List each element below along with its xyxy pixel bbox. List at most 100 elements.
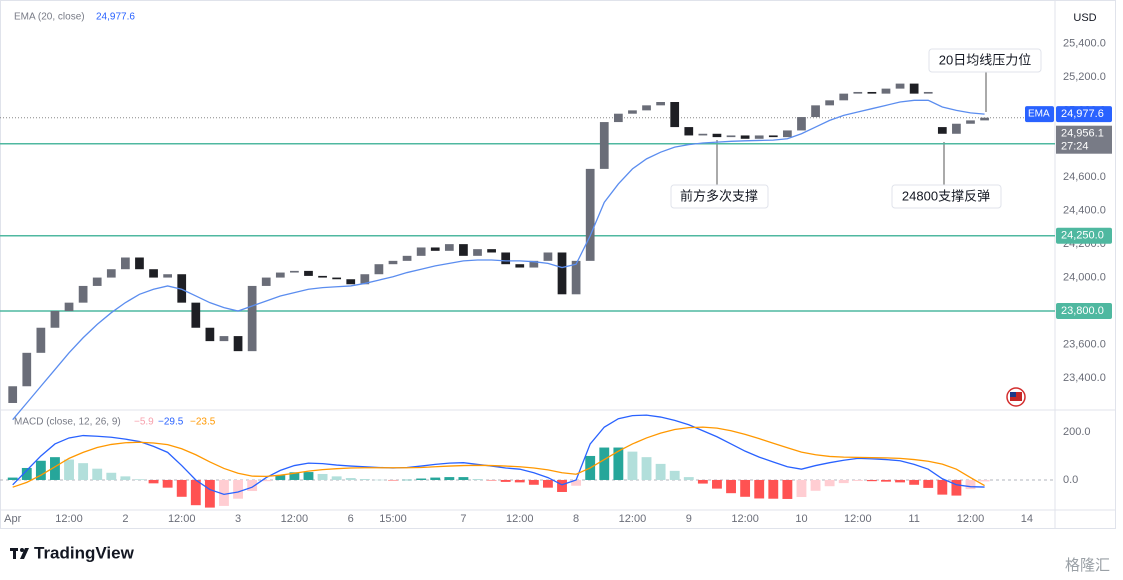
- macd-legend: MACD (close, 12, 26, 9): [14, 417, 121, 428]
- macd-histogram-bar: [500, 479, 511, 482]
- x-tick-label: 14: [1021, 513, 1033, 525]
- macd-histogram-bar: [486, 479, 497, 481]
- candle-body: [177, 274, 187, 303]
- macd-histogram-bar: [162, 479, 173, 488]
- macd-histogram-bar: [824, 479, 835, 487]
- x-tick-label: 12:00: [731, 513, 759, 525]
- macd-histogram-bar: [810, 479, 821, 491]
- macd-histogram-bar: [852, 479, 863, 481]
- x-tick-label: 9: [686, 513, 692, 525]
- x-tick-label: 10: [795, 513, 807, 525]
- candle-body: [585, 168, 595, 261]
- macd-histogram-bar: [740, 479, 751, 497]
- candle-body: [937, 127, 947, 134]
- candle-body: [909, 83, 919, 94]
- y-tick-label: 24,400.0: [1063, 205, 1106, 217]
- y-tick-label: 200.0: [1063, 426, 1091, 438]
- macd-histogram-bar: [965, 479, 976, 490]
- candle-body: [163, 274, 172, 278]
- macd-histogram-bar: [683, 477, 694, 480]
- candle-body: [416, 247, 426, 256]
- y-tick-label: 24,600.0: [1063, 171, 1106, 183]
- macd-histogram-bar: [528, 479, 539, 485]
- candle-body: [444, 244, 454, 251]
- candle-body: [92, 277, 102, 286]
- macd-histogram-bar: [726, 479, 736, 494]
- candle-body: [332, 277, 342, 280]
- candle-body: [149, 269, 158, 278]
- macd-histogram-bar: [430, 477, 441, 480]
- macd-signal-value: −23.5: [190, 417, 216, 428]
- candle-body: [247, 285, 257, 352]
- macd-histogram-bar: [712, 479, 722, 489]
- macd-histogram-bar: [571, 479, 582, 486]
- candle-body: [529, 260, 539, 268]
- macd-histogram-bar: [35, 460, 46, 480]
- macd-histogram-bar: [669, 470, 680, 480]
- candle-body: [261, 277, 271, 286]
- macd-histogram-bar: [359, 479, 370, 480]
- macd-histogram-bar: [543, 479, 553, 488]
- logo[interactable]: TradingView: [10, 543, 135, 562]
- candle-body: [515, 264, 525, 268]
- macd-histogram-bar: [754, 479, 765, 499]
- macd-histogram-bar: [923, 479, 934, 488]
- annotation-text: 24800支撑反弹: [902, 188, 990, 203]
- price-tag-box: [1056, 125, 1112, 154]
- macd-histogram-bar: [881, 479, 891, 482]
- candle-body: [754, 135, 764, 139]
- macd-histogram-bar: [768, 479, 779, 499]
- candle-body: [853, 91, 863, 94]
- macd-histogram-bar: [796, 479, 807, 498]
- macd-histogram-bar: [247, 479, 258, 492]
- ema-legend-value: 24,977.6: [96, 12, 135, 23]
- macd-histogram-bar: [782, 479, 793, 499]
- ema-line: [12, 99, 985, 421]
- macd-line: [12, 426, 985, 488]
- candle-body: [346, 279, 356, 285]
- annotation-text: 前方多次支撑: [680, 188, 758, 203]
- level-tag: [1056, 227, 1112, 244]
- macd-histogram-bar: [951, 479, 962, 496]
- candle-body: [233, 336, 243, 352]
- macd-histogram-bar: [21, 467, 32, 480]
- macd-histogram-bar: [275, 475, 286, 480]
- candle-body: [36, 327, 46, 353]
- x-tick-label: 12:00: [957, 513, 985, 525]
- candle-body: [191, 302, 201, 328]
- x-tick-label: 12:00: [619, 513, 647, 525]
- ema-legend: EMA (20, close): [14, 12, 85, 23]
- candle-body: [78, 285, 88, 303]
- x-tick-label: 6: [348, 513, 354, 525]
- level-label: 23,800.0: [1061, 305, 1104, 317]
- macd-histogram-bar: [641, 457, 652, 480]
- macd-histogram-bar: [303, 472, 314, 480]
- x-tick-label: 8: [573, 513, 579, 525]
- x-tick-label: 15:00: [379, 513, 407, 525]
- candle-body: [684, 127, 694, 136]
- flag-icon[interactable]: [1006, 387, 1026, 407]
- macd-histogram-bar: [261, 479, 272, 482]
- macd-histogram-bar: [331, 476, 342, 480]
- currency: USD: [1073, 12, 1096, 24]
- candle-body: [360, 274, 370, 285]
- candle-body: [839, 93, 849, 101]
- x-tick-label: 3: [235, 513, 241, 525]
- candle-body: [22, 352, 32, 387]
- macd-histogram-bar: [627, 451, 638, 480]
- macd-histogram-bar: [866, 479, 877, 482]
- macd-histogram-bar: [458, 477, 469, 480]
- macd-line-value: −29.5: [158, 417, 184, 428]
- macd-histogram-bar: [613, 447, 624, 480]
- candle-body: [825, 100, 835, 106]
- macd-histogram-bar: [190, 479, 201, 506]
- candle-body: [106, 269, 116, 278]
- y-tick-label: 24,000.0: [1063, 271, 1106, 283]
- candle-body: [135, 257, 144, 270]
- candle-body: [374, 264, 384, 275]
- level-tag: [1056, 303, 1112, 320]
- ema-value-box: [1056, 106, 1112, 123]
- candle-body: [628, 110, 637, 114]
- candle-body: [64, 302, 74, 312]
